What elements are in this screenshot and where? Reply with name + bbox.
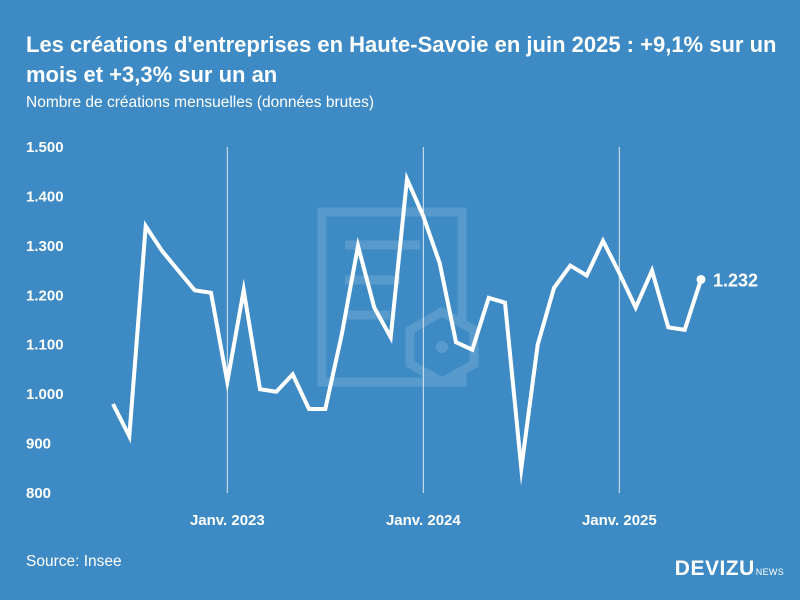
brand-logo: DEVIZU NEWS: [675, 557, 784, 581]
y-axis: 800 900 1.000 1.100 1.200 1.300 1.400 1.500: [26, 139, 64, 502]
series-layer: 1.232: [111, 171, 758, 486]
brand-name: DEVIZU: [674, 557, 755, 580]
y-tick-label: 1.100: [26, 337, 64, 354]
chart-subtitle: Nombre de créations mensuelles (données …: [26, 94, 375, 111]
source-note: Source: Insee: [26, 553, 122, 570]
series-line: [111, 171, 703, 486]
y-tick-label: 1.400: [26, 188, 64, 205]
y-tick-label: 900: [26, 436, 51, 453]
vertical-gridlines: [226, 147, 620, 493]
brand-suffix: NEWS: [755, 567, 784, 577]
x-tick-label: Janv. 2025: [582, 512, 657, 529]
chart-title: Les créations d'entreprises en Haute-Sav…: [26, 32, 777, 87]
watermark-logo-icon: [317, 207, 479, 388]
y-tick-label: 1.300: [26, 238, 64, 255]
x-axis: Janv. 2023 Janv. 2024 Janv. 2025: [190, 512, 657, 529]
x-tick-label: Janv. 2024: [386, 512, 461, 529]
y-tick-label: 1.500: [26, 139, 64, 156]
y-tick-label: 1.200: [26, 287, 64, 304]
y-tick-label: 800: [26, 485, 51, 502]
last-value-label: 1.232: [713, 270, 758, 290]
last-point-marker: [696, 274, 706, 284]
y-tick-label: 1.000: [26, 386, 64, 403]
x-tick-label: Janv. 2023: [190, 512, 265, 529]
